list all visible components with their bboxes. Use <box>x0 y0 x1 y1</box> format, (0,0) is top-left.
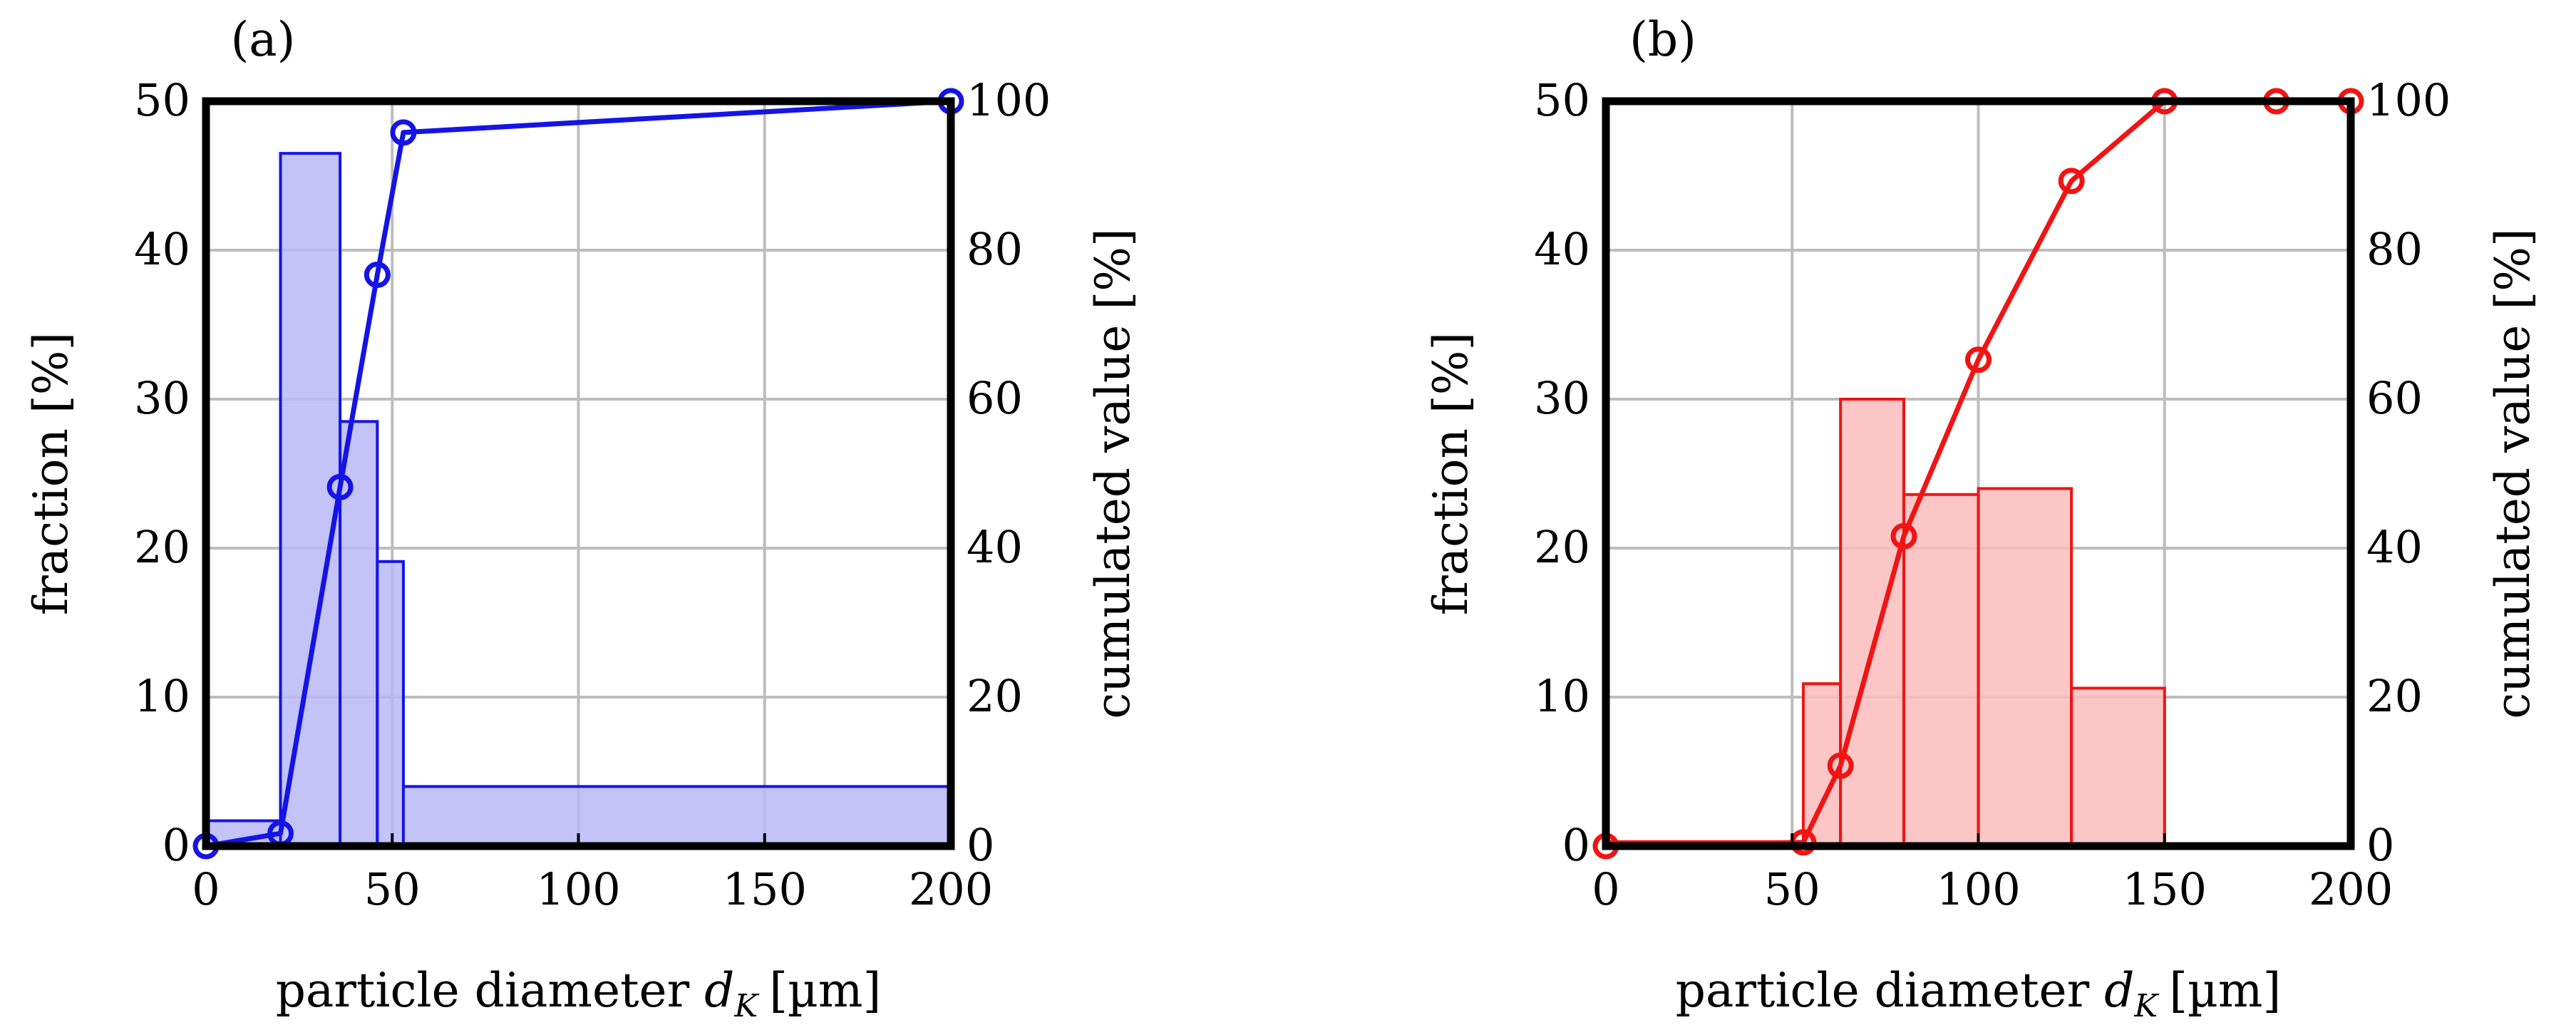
histogram-bar <box>1839 398 1906 848</box>
histogram-bar <box>401 785 952 848</box>
cumulative-point <box>390 119 417 146</box>
y-axis-label: fraction [%] <box>24 332 78 615</box>
chart-panel-2: 0 50 100 150 20001020304050020406080100(b)pa… <box>1423 12 2540 1024</box>
y2-tick-label: 100 <box>967 74 1051 126</box>
tick-marks <box>205 833 952 846</box>
x-axis-label-text: particle diameter <box>276 963 704 1018</box>
y2-tick-label: 20 <box>967 670 1023 722</box>
y2-tick-label: 40 <box>2366 521 2423 573</box>
y-tick-label: 20 <box>134 521 190 573</box>
x-tick-label: 0 <box>1592 863 1619 915</box>
x-axis-label-var: d <box>704 963 734 1018</box>
panel-label: (b) <box>1629 12 1696 67</box>
y2-tick-label: 80 <box>2366 223 2423 275</box>
x-axis-label-unit: [µm] <box>769 963 881 1018</box>
y2-tick-label: 20 <box>2366 670 2423 722</box>
y2-tick-label: 80 <box>967 223 1023 275</box>
y-tick-label: 10 <box>1534 670 1590 722</box>
histogram-bars <box>1604 398 2166 848</box>
y-tick-label: 50 <box>1534 74 1590 126</box>
x-axis-label: particle diameter dK [µm] <box>1676 963 2281 1024</box>
x-tick-label: 200 <box>909 863 993 915</box>
y-tick-label: 30 <box>1534 372 1590 424</box>
cumulative-point <box>364 261 391 288</box>
x-axis-label: particle diameter dK [µm] <box>276 963 881 1024</box>
y-tick-label: 0 <box>1562 819 1590 871</box>
y-tick-label: 20 <box>1534 521 1590 573</box>
y2-axis-label: cumulated value [%] <box>2485 228 2540 719</box>
y2-tick-label: 60 <box>967 372 1023 424</box>
y-axis-label: fraction [%] <box>1423 332 1478 615</box>
x-tick-label: 100 <box>1936 863 2020 915</box>
y2-tick-label: 0 <box>967 819 994 871</box>
cumulative-point <box>1965 346 1992 374</box>
histogram-bar <box>1977 487 2073 848</box>
x-tick-label: 100 <box>536 863 620 915</box>
x-axis-label-text: particle diameter <box>1676 963 2104 1018</box>
panel-label: (a) <box>231 12 296 67</box>
histogram-bar <box>1902 493 1980 848</box>
x-tick-label: 150 <box>723 863 807 915</box>
y-tick-label: 50 <box>134 74 190 126</box>
x-axis-label-var: d <box>2104 963 2134 1018</box>
x-tick-label: 150 <box>2123 863 2207 915</box>
y2-axis-label: cumulated value [%] <box>1086 228 1140 719</box>
x-axis-label-sub: K <box>2133 988 2159 1024</box>
cumulative-point <box>326 473 354 500</box>
y-tick-label: 0 <box>163 819 190 871</box>
histogram-bars <box>205 152 952 848</box>
x-tick-label: 200 <box>2309 863 2393 915</box>
y2-tick-label: 0 <box>2366 819 2394 871</box>
cumulative-point <box>2058 168 2085 195</box>
x-axis-label-sub: K <box>733 988 759 1024</box>
x-tick-label: 50 <box>364 863 421 915</box>
histogram-bar <box>376 560 405 848</box>
chart-panel-1: 0 50 100 150 20001020304050020406080100(a)pa… <box>24 12 1140 1024</box>
cumulative-series <box>192 88 964 860</box>
tick-marks <box>1604 833 2352 846</box>
y2-tick-label: 40 <box>967 521 1023 573</box>
y-tick-label: 30 <box>134 372 190 424</box>
x-tick-label: 50 <box>1764 863 1820 915</box>
y2-tick-label: 100 <box>2366 74 2451 126</box>
histogram-bar <box>2070 686 2166 848</box>
y-tick-label: 10 <box>134 670 190 722</box>
y-tick-label: 40 <box>134 223 190 275</box>
histogram-bar <box>339 420 379 848</box>
y-tick-label: 40 <box>1534 223 1590 275</box>
histogram-bar <box>1801 682 1843 848</box>
x-axis-label-unit: [µm] <box>2169 963 2281 1018</box>
cumulative-point <box>1827 752 1854 779</box>
x-tick-label: 0 <box>192 863 220 915</box>
histogram-bar <box>279 152 342 848</box>
y2-tick-label: 60 <box>2366 372 2423 424</box>
cumulative-point <box>1890 522 1917 550</box>
